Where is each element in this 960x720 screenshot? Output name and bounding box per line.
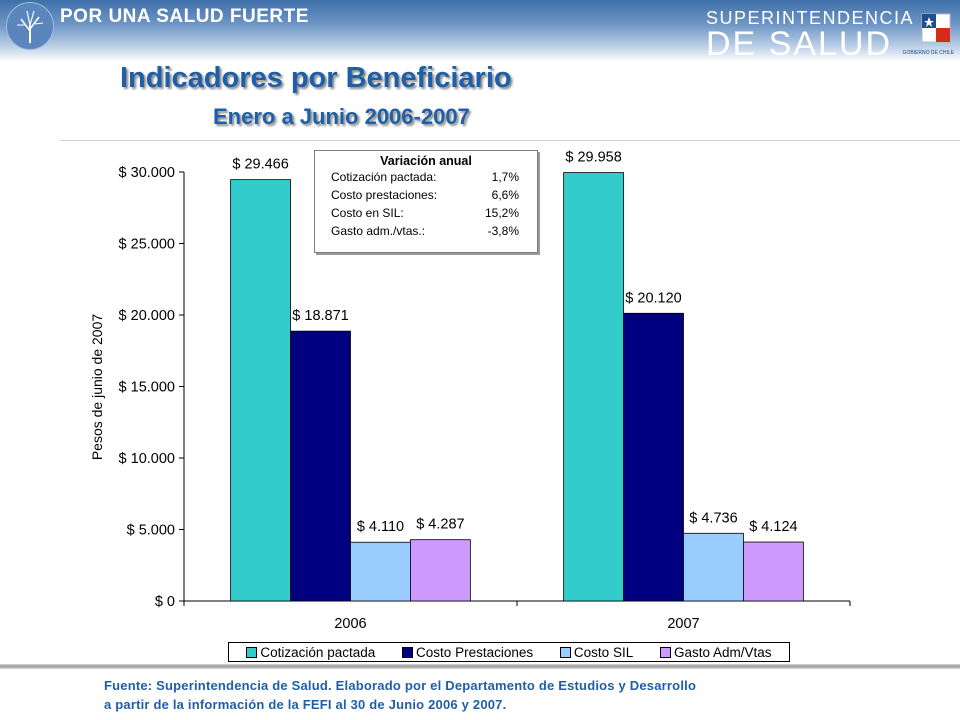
legend-label: Costo SIL [573, 644, 634, 660]
bar-value-label: $ 4.110 [357, 519, 404, 535]
bar [563, 172, 624, 602]
variation-value: 1,7% [491, 170, 519, 184]
bar-value-label: $ 18.871 [292, 308, 348, 324]
variation-row: Cotización pactada: 1,7% [315, 168, 537, 186]
source-line: a partir de la información de la FEFI al… [104, 697, 507, 712]
bar-value-label: $ 29.958 [565, 150, 621, 166]
source-line: Fuente: Superintendencia de Salud. Elabo… [104, 678, 697, 693]
legend-item: Costo Prestaciones [402, 645, 533, 660]
bar [683, 532, 744, 602]
y-tick-label: $ 10.000 [119, 451, 175, 467]
legend-swatch [559, 646, 571, 658]
page-title: Indicadores por Beneficiario [120, 62, 512, 94]
brand-logo: SUPERINTENDENCIA DE SALUD [706, 8, 914, 64]
government-text: GOBIERNO DE CHILE [902, 50, 954, 56]
legend-item: Gasto Adm/Vtas [660, 645, 772, 660]
bar-chart: $ 0 $ 5.000 $ 10.000 $ 15.000 $ 20.000 $ 25.0… [89, 150, 851, 632]
legend-swatch [660, 646, 672, 658]
brand-top: SUPERINTENDENCIA [705, 8, 914, 28]
legend-item: Cotización pactada [246, 645, 375, 660]
variation-label: Gasto adm./vtas.: [331, 224, 426, 238]
y-tick-label: $ 20.000 [119, 308, 175, 324]
legend-item: Costo SIL [559, 644, 634, 660]
y-tick-label: $ 15.000 [119, 380, 175, 396]
legend-swatch [246, 646, 258, 658]
y-tick-label: $ 30.000 [119, 165, 175, 181]
y-axis-label: Pesos de junio de 2007 [89, 314, 105, 461]
bar-value-label: $ 4.287 [416, 517, 464, 533]
bar [743, 541, 804, 602]
bar-value-label: $ 29.466 [232, 157, 288, 173]
legend-label: Cotización pactada [260, 644, 376, 660]
source-note: Fuente: Superintendencia de Salud. Elabo… [104, 676, 864, 714]
chart-legend: Cotización pactada Costo Prestaciones Co… [228, 642, 790, 662]
bar [410, 539, 471, 602]
bar-value-label: $ 4.124 [749, 519, 797, 535]
legend-label: Costo Prestaciones [416, 644, 534, 660]
variation-row: Gasto adm./vtas.: -3,8% [315, 222, 537, 240]
legend-swatch [402, 646, 414, 658]
annual-variation-box: Variación anual Cotización pactada: 1,7%… [314, 150, 538, 253]
slogan: POR UNA SALUD FUERTE [60, 6, 309, 27]
variation-value: -3,8% [487, 224, 519, 238]
bar [230, 179, 291, 602]
bar-value-label: $ 4.736 [689, 510, 737, 526]
y-tick-label: $ 25.000 [119, 237, 175, 253]
page-subtitle: Enero a Junio 2006-2007 [213, 104, 470, 129]
x-tick-label: 2006 [334, 616, 366, 632]
government-seal-icon [918, 10, 954, 46]
variation-title: Variación anual [380, 154, 472, 168]
tree-logo-icon [6, 2, 54, 50]
bar [350, 541, 411, 602]
footer-divider [0, 664, 960, 669]
variation-label: Costo prestaciones: [331, 188, 438, 202]
variation-value: 15,2% [484, 206, 519, 220]
brand-bottom: DE SALUD [705, 25, 893, 63]
bar-value-label: $ 20.120 [625, 290, 681, 306]
variation-value: 6,6% [491, 188, 519, 202]
variation-label: Cotización pactada: [331, 170, 437, 184]
y-tick-label: $ 5.000 [127, 523, 175, 539]
variation-row: Costo en SIL: 15,2% [315, 204, 537, 222]
variation-label: Costo en SIL: [331, 206, 404, 220]
x-tick-label: 2007 [667, 616, 699, 632]
bar [623, 312, 684, 602]
divider [60, 140, 960, 141]
legend-label: Gasto Adm/Vtas [674, 644, 772, 660]
variation-row: Costo prestaciones: 6,6% [315, 186, 537, 204]
header-band: POR UNA SALUD FUERTE SUPERINTENDENCIA DE… [0, 0, 960, 64]
bar [290, 330, 351, 602]
y-tick-label: $ 0 [155, 594, 175, 610]
